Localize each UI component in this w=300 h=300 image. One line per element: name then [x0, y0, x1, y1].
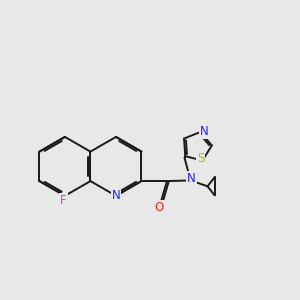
Text: N: N	[187, 172, 196, 185]
Text: S: S	[197, 152, 205, 165]
Text: N: N	[112, 189, 120, 202]
Text: O: O	[155, 201, 164, 214]
Text: F: F	[60, 194, 67, 207]
Text: N: N	[200, 125, 209, 138]
